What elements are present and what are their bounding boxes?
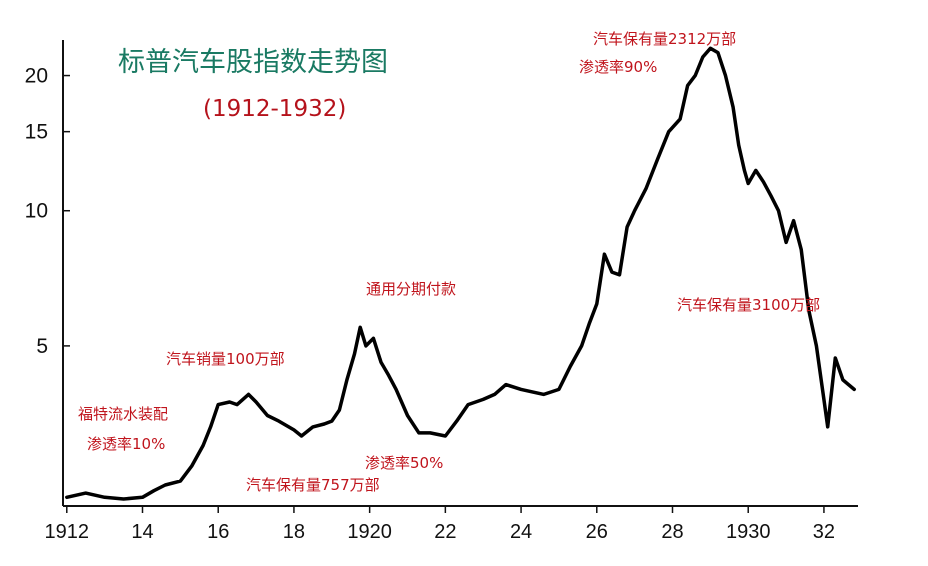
x-tick-label: 32 — [813, 521, 835, 543]
x-ticks: 1912 14 16 18 1920 22 24 26 28 1930 32 — [45, 506, 835, 543]
x-tick-label: 1930 — [726, 521, 771, 543]
y-tick-label: 20 — [25, 65, 48, 88]
x-tick-label: 22 — [434, 521, 456, 543]
y-tick-label: 10 — [25, 200, 48, 223]
annotation-fleet-2312: 汽车保有量2312万部 — [593, 30, 737, 48]
x-tick-label: 18 — [283, 521, 305, 543]
x-tick-label: 26 — [586, 521, 608, 543]
x-tick-label: 28 — [661, 521, 683, 543]
annotation-fleet-757: 汽车保有量757万部 — [246, 476, 380, 494]
y-tick-label: 5 — [36, 335, 48, 358]
annotation-sales-100: 汽车销量100万部 — [166, 350, 285, 368]
chart-title: 标普汽车股指数走势图 — [118, 47, 388, 78]
annotation-penetration-10: 渗透率10% — [87, 435, 166, 453]
x-tick-label: 1920 — [347, 521, 392, 543]
y-tick-label: 15 — [25, 121, 48, 144]
annotation-penetration-50: 渗透率50% — [365, 454, 444, 472]
index-line — [65, 46, 856, 501]
annotation-fleet-3100: 汽车保有量3100万部 — [677, 296, 821, 314]
x-tick-label: 1912 — [45, 521, 90, 543]
x-tick-label: 16 — [207, 521, 229, 543]
y-ticks: 5 10 15 20 — [25, 65, 70, 358]
annotation-penetration-90: 渗透率90% — [579, 58, 658, 76]
x-tick-label: 24 — [510, 521, 532, 543]
annotation-ford-assembly: 福特流水装配 — [78, 405, 169, 423]
x-tick-label: 14 — [131, 521, 153, 543]
chart-subtitle: (1912-1932) — [203, 96, 347, 122]
annotation-gm-installment: 通用分期付款 — [366, 280, 457, 298]
